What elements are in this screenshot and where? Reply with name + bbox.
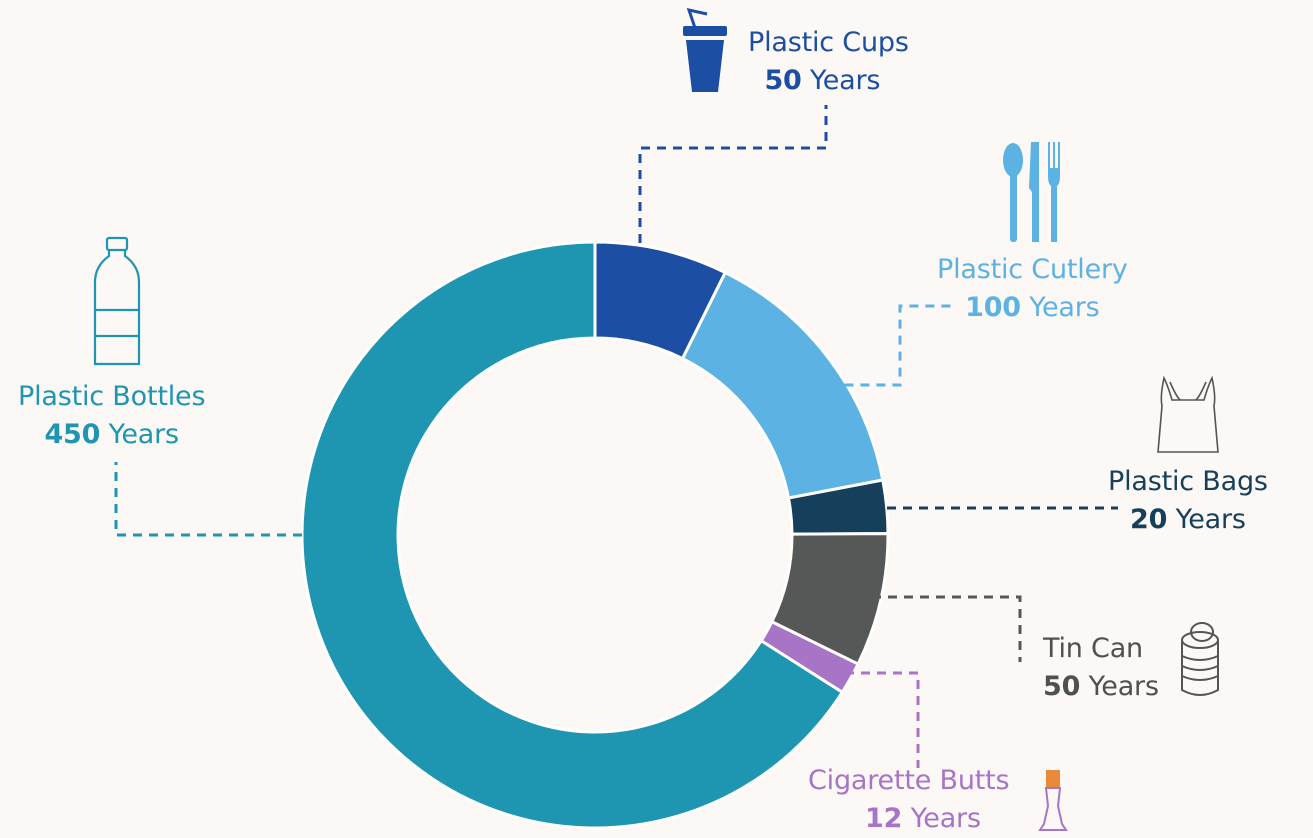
cigarette-butts-unit: Years xyxy=(910,803,981,834)
plastic-cups-label: Plastic Cups xyxy=(748,27,909,58)
plastic-bottles-value: 450 xyxy=(44,419,101,450)
tin-can-value: 50 xyxy=(1043,671,1081,702)
tin-can-icon xyxy=(1181,622,1219,696)
leader-plastic-cutlery xyxy=(812,304,955,387)
plastic-bags-value: 20 xyxy=(1129,504,1168,535)
cigarette-butts-label: Cigarette Butts xyxy=(808,765,1010,796)
leader-cigarette-butts xyxy=(845,671,920,768)
plastic-bottles-label: Plastic Bottles xyxy=(18,381,206,412)
cigarette-butts-value: 12 xyxy=(865,803,903,834)
cup-with-straw-icon xyxy=(683,7,727,92)
plastic-cutlery-label: Plastic Cutlery xyxy=(937,254,1128,285)
plastic-bottles-unit: Years xyxy=(108,419,179,450)
donut-slices xyxy=(300,240,890,830)
leader-lines xyxy=(114,105,1118,768)
plastic-cutlery-value: 100 xyxy=(965,292,1021,323)
leader-plastic-cups xyxy=(638,105,828,243)
plastic-bag-icon xyxy=(1157,375,1219,453)
plastic-bottle-icon xyxy=(93,236,141,366)
plastic-bags-label: Plastic Bags xyxy=(1108,466,1268,497)
leader-tin-can xyxy=(872,595,1022,662)
plastic-cutlery-unit: Years xyxy=(1029,292,1100,323)
plastic-bags-unit: Years xyxy=(1175,504,1246,535)
cutlery-icon xyxy=(1003,142,1060,242)
tin-can-unit: Years xyxy=(1088,671,1159,702)
plastic-cups-unit: Years xyxy=(810,65,881,96)
plastic-cups-value: 50 xyxy=(764,65,802,96)
slice-plastic-bottles xyxy=(300,240,845,830)
leader-plastic-bottles xyxy=(114,462,302,537)
tin-can-label: Tin Can xyxy=(1043,633,1143,664)
cigarette-butt-icon xyxy=(1038,770,1068,831)
